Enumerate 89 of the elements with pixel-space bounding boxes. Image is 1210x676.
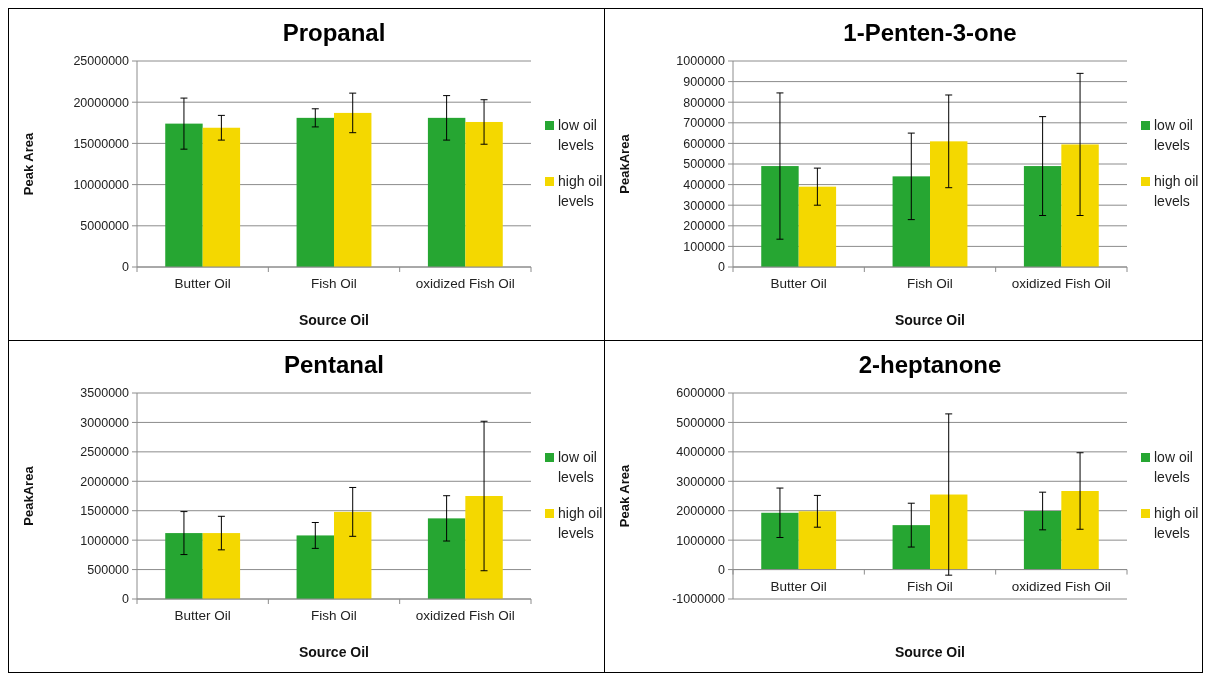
y-tick-label: 3500000 xyxy=(80,385,130,400)
bar xyxy=(892,524,930,570)
bar xyxy=(296,117,334,267)
x-tick-label: oxidized Fish Oil xyxy=(415,607,515,623)
x-tick-label: Fish Oil xyxy=(906,276,953,291)
x-tick-label: Fish Oil xyxy=(311,276,357,291)
chart-title: Propanal xyxy=(282,19,386,46)
bar xyxy=(760,512,799,570)
y-tick-label: 4000000 xyxy=(675,444,725,459)
x-axis-title: Source Oil xyxy=(894,643,965,660)
x-tick-label: oxidized Fish Oil xyxy=(415,276,515,291)
y-tick-label: 800000 xyxy=(682,95,725,110)
y-tick-label: 900000 xyxy=(682,74,725,89)
bar xyxy=(1060,144,1099,267)
x-tick-label: oxidized Fish Oil xyxy=(1011,276,1111,291)
y-tick-label: -1000000 xyxy=(671,591,725,606)
x-tick-label: Butter Oil xyxy=(770,276,827,291)
x-tick-label: Fish Oil xyxy=(311,607,357,623)
x-axis-title: Source Oil xyxy=(298,643,370,660)
chart-title: 2-heptanone xyxy=(858,350,1001,378)
y-tick-label: 5000000 xyxy=(675,415,725,430)
y-tick-label: 15000000 xyxy=(73,136,130,151)
bar xyxy=(334,112,372,267)
bar xyxy=(427,117,466,267)
legend-label: high oil levels xyxy=(1153,504,1198,541)
y-tick-label: 1000000 xyxy=(675,533,725,548)
y-tick-label: 0 xyxy=(122,260,130,275)
bar xyxy=(202,532,241,599)
legend-label: low oil levels xyxy=(1153,448,1193,485)
bar xyxy=(165,532,203,599)
y-axis-title: Peak Area xyxy=(616,463,632,527)
legend-label: low oil levels xyxy=(558,448,597,485)
bar xyxy=(798,510,836,570)
y-tick-label: 500000 xyxy=(682,157,725,172)
x-tick-label: Butter Oil xyxy=(770,578,827,594)
bar xyxy=(165,123,203,267)
y-tick-label: 20000000 xyxy=(73,95,130,110)
bar xyxy=(1060,490,1099,570)
legend-label: low oil levels xyxy=(1153,117,1193,153)
chart-title: Pentanal xyxy=(283,350,385,378)
x-axis-title: Source Oil xyxy=(894,312,965,328)
legend-label: low oil levels xyxy=(558,117,597,153)
bar xyxy=(296,534,334,599)
y-tick-label: 1000000 xyxy=(80,533,130,548)
y-tick-label: 2000000 xyxy=(80,474,130,489)
y-tick-label: 500000 xyxy=(87,562,130,577)
bar xyxy=(929,141,967,267)
bar xyxy=(892,176,930,267)
y-tick-label: 2000000 xyxy=(675,503,725,518)
bar xyxy=(929,494,967,570)
x-tick-label: oxidized Fish Oil xyxy=(1011,578,1111,594)
bar xyxy=(202,127,241,267)
x-axis-title: Source Oil xyxy=(298,312,370,328)
bar xyxy=(798,186,836,267)
y-axis-title: PeakArea xyxy=(21,465,36,526)
y-tick-label: 6000000 xyxy=(675,385,725,400)
legend-label: high oil levels xyxy=(558,504,603,541)
y-tick-label: 100000 xyxy=(682,239,725,254)
bar xyxy=(427,517,466,599)
y-tick-label: 200000 xyxy=(682,219,725,234)
y-tick-label: 300000 xyxy=(682,198,725,213)
y-tick-label: 1000000 xyxy=(675,54,725,69)
y-tick-label: 1500000 xyxy=(80,503,130,518)
x-tick-label: Fish Oil xyxy=(906,578,953,594)
bar xyxy=(465,495,503,599)
y-tick-label: 25000000 xyxy=(73,54,130,69)
y-axis-title: Peak Area xyxy=(21,132,36,196)
y-tick-label: 10000000 xyxy=(73,177,130,192)
y-tick-label: 5000000 xyxy=(80,219,130,234)
y-tick-label: 0 xyxy=(717,260,725,275)
y-tick-label: 3000000 xyxy=(80,415,130,430)
y-tick-label: 0 xyxy=(717,562,725,577)
y-tick-label: 400000 xyxy=(682,177,725,192)
bar xyxy=(465,121,503,267)
bar xyxy=(760,166,799,267)
y-tick-label: 3000000 xyxy=(675,474,725,489)
chart-title: 1-Penten-3-one xyxy=(842,19,1017,46)
bar xyxy=(1023,510,1061,570)
legend-label: high oil levels xyxy=(1153,173,1198,209)
y-tick-label: 2500000 xyxy=(80,444,130,459)
bar xyxy=(334,511,372,599)
x-tick-label: Butter Oil xyxy=(174,607,231,623)
bar xyxy=(1023,166,1061,267)
y-tick-label: 600000 xyxy=(682,136,725,151)
legend-label: high oil levels xyxy=(558,173,603,209)
x-tick-label: Butter Oil xyxy=(174,276,231,291)
y-axis-title: PeakArea xyxy=(616,133,632,194)
y-tick-label: 700000 xyxy=(682,116,725,131)
y-tick-label: 0 xyxy=(122,591,130,606)
